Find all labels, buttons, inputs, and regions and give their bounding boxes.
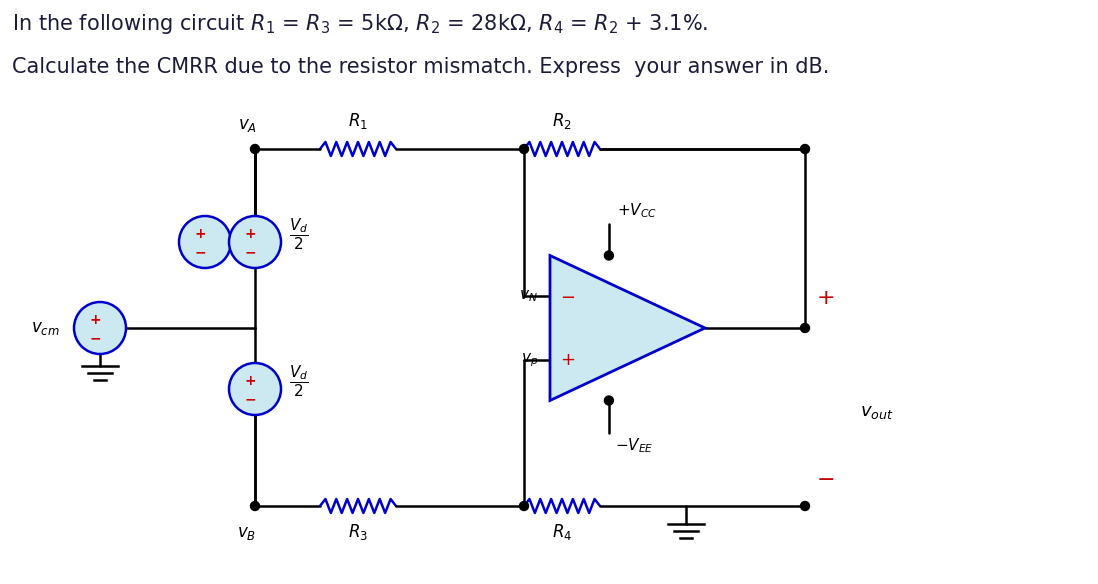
Text: −: − <box>244 245 256 259</box>
Circle shape <box>604 251 614 260</box>
Text: $-$: $-$ <box>560 287 575 305</box>
Text: $\dfrac{V_d}{2}$: $\dfrac{V_d}{2}$ <box>239 218 259 253</box>
Circle shape <box>179 216 231 268</box>
Text: In the following circuit $R_1$ = $R_3$ = 5k$\Omega$, $R_2$ = 28k$\Omega$, $R_4$ : In the following circuit $R_1$ = $R_3$ =… <box>12 12 708 36</box>
Text: $R_1$: $R_1$ <box>348 111 368 131</box>
Circle shape <box>800 144 809 154</box>
Text: $v_B$: $v_B$ <box>237 524 257 542</box>
Text: $R_4$: $R_4$ <box>552 522 572 542</box>
Text: $v_p$: $v_p$ <box>520 351 538 369</box>
Text: $v_{out}$: $v_{out}$ <box>860 403 894 421</box>
Circle shape <box>604 396 614 405</box>
Text: $-$: $-$ <box>816 468 834 488</box>
Text: $-V_{EE}$: $-V_{EE}$ <box>615 436 653 455</box>
Circle shape <box>800 324 809 332</box>
Circle shape <box>229 216 281 268</box>
Text: −: − <box>89 331 101 345</box>
Text: −: − <box>194 245 205 259</box>
Text: Calculate the CMRR due to the resistor mismatch. Express  your answer in dB.: Calculate the CMRR due to the resistor m… <box>12 57 829 77</box>
Circle shape <box>74 302 126 354</box>
Text: $+$: $+$ <box>560 351 575 369</box>
Circle shape <box>250 502 259 510</box>
Text: +: + <box>244 374 256 388</box>
Text: $R_3$: $R_3$ <box>348 522 368 542</box>
Circle shape <box>229 363 281 415</box>
Text: $v_A$: $v_A$ <box>237 116 257 134</box>
Circle shape <box>800 502 809 510</box>
Text: $+V_{CC}$: $+V_{CC}$ <box>617 201 657 220</box>
Text: +: + <box>194 227 205 241</box>
Text: +: + <box>89 313 101 327</box>
Text: −: − <box>244 392 256 406</box>
Circle shape <box>250 144 259 154</box>
Circle shape <box>519 502 528 510</box>
Text: $R_2$: $R_2$ <box>552 111 572 131</box>
Text: +: + <box>244 227 256 241</box>
Polygon shape <box>550 256 705 401</box>
Text: $+$: $+$ <box>816 288 834 308</box>
Circle shape <box>519 144 528 154</box>
Text: $v_N$: $v_N$ <box>519 288 538 304</box>
Text: $\dfrac{V_d}{2}$: $\dfrac{V_d}{2}$ <box>289 363 309 399</box>
Text: $\dfrac{V_d}{2}$: $\dfrac{V_d}{2}$ <box>289 216 309 252</box>
Text: $v_{cm}$: $v_{cm}$ <box>31 319 60 337</box>
